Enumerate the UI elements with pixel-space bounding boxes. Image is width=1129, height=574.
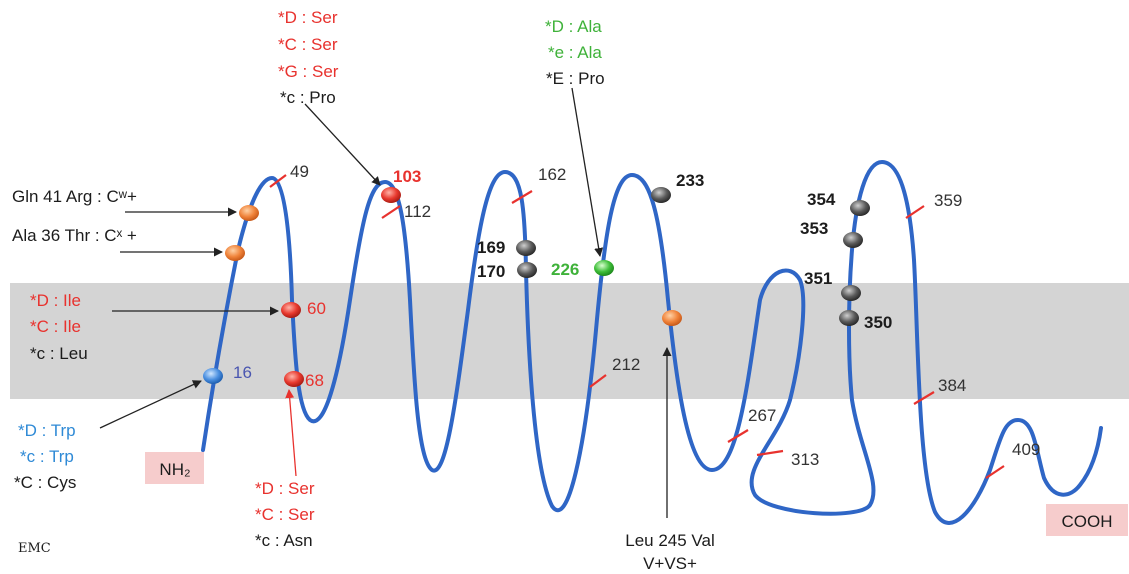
pos-16: 16 (233, 363, 252, 382)
pos-409: 409 (1012, 440, 1040, 459)
label-leu245: Leu 245 Val V+VS+ (625, 531, 714, 573)
label-gln41: Gln 41 Arg : Cʷ+ (12, 187, 137, 206)
pos-68: 68 (305, 371, 324, 390)
svg-text:*C : Ile: *C : Ile (30, 317, 81, 336)
residue-169-node (516, 240, 536, 256)
n-terminus-label: NH₂ (159, 460, 190, 479)
svg-text:*D : Ser: *D : Ser (255, 479, 315, 498)
pos-233: 233 (676, 171, 704, 190)
svg-text:*C : Ser: *C : Ser (278, 35, 338, 54)
c-terminus-label: COOH (1062, 512, 1113, 531)
svg-text:*e : Ala: *e : Ala (548, 43, 602, 62)
residue-nodes (203, 187, 870, 387)
residue-226-node (594, 260, 614, 276)
label-site60: *D : Ile *C : Ile *c : Leu (30, 291, 88, 363)
label-site68: *D : Ser *C : Ser *c : Asn (255, 479, 315, 550)
pos-162: 162 (538, 165, 566, 184)
svg-text:Leu 245 Val: Leu 245 Val (625, 531, 714, 550)
residue-245-node (662, 310, 682, 326)
residue-16-node (203, 368, 223, 384)
pos-350: 350 (864, 313, 892, 332)
pos-384: 384 (938, 376, 966, 395)
svg-text:*D : Ile: *D : Ile (30, 291, 81, 310)
pos-112: 112 (404, 202, 431, 221)
svg-text:*E : Pro: *E : Pro (546, 69, 605, 88)
svg-text:*c : Leu: *c : Leu (30, 344, 88, 363)
residue-36-node (225, 245, 245, 261)
pos-267: 267 (748, 406, 776, 425)
n-terminus-box (145, 452, 204, 484)
protein-chain (201, 160, 1103, 525)
arrows (99, 87, 672, 518)
svg-text:*D : Trp: *D : Trp (18, 421, 76, 440)
label-ala36: Ala 36 Thr : Cˣ + (12, 226, 137, 245)
label-site226: *D : Ala *e : Ala *E : Pro (545, 17, 605, 88)
residue-103-node (381, 187, 401, 203)
residue-233-node (651, 187, 671, 203)
residue-353-node (843, 232, 863, 248)
pos-212: 212 (612, 355, 640, 374)
svg-text:*c : Trp: *c : Trp (20, 447, 74, 466)
pos-359: 359 (934, 191, 962, 210)
cut-marks (269, 174, 1005, 479)
residue-351-node (841, 285, 861, 301)
emc-logo: EMC (18, 541, 51, 556)
svg-text:*C : Cys: *C : Cys (14, 473, 76, 492)
residue-354-node (850, 200, 870, 216)
svg-text:V+VS+: V+VS+ (643, 554, 697, 573)
pos-351: 351 (804, 269, 832, 288)
pos-170: 170 (477, 262, 505, 281)
residue-60-node (281, 302, 301, 318)
svg-text:*D : Ser: *D : Ser (278, 8, 338, 27)
svg-text:*c : Pro: *c : Pro (280, 88, 336, 107)
pos-60: 60 (307, 299, 326, 318)
residue-41-node (239, 205, 259, 221)
pos-313: 313 (791, 450, 819, 469)
c-terminus-box (1046, 504, 1128, 536)
svg-text:*c : Asn: *c : Asn (255, 531, 313, 550)
label-site103: *D : Ser *C : Ser *G : Ser *c : Pro (278, 8, 339, 107)
pos-169: 169 (477, 238, 505, 257)
residue-170-node (517, 262, 537, 278)
svg-text:*D : Ala: *D : Ala (545, 17, 602, 36)
membrane-band (10, 283, 1129, 399)
pos-103: 103 (393, 167, 421, 186)
svg-text:*G : Ser: *G : Ser (278, 62, 339, 81)
label-site16: *D : Trp *c : Trp *C : Cys (14, 421, 76, 492)
pos-226: 226 (551, 260, 579, 279)
residue-68-node (284, 371, 304, 387)
pos-353: 353 (800, 219, 828, 238)
pos-354: 354 (807, 190, 836, 209)
svg-text:*C : Ser: *C : Ser (255, 505, 315, 524)
pos-49: 49 (290, 162, 309, 181)
residue-350-node (839, 310, 859, 326)
